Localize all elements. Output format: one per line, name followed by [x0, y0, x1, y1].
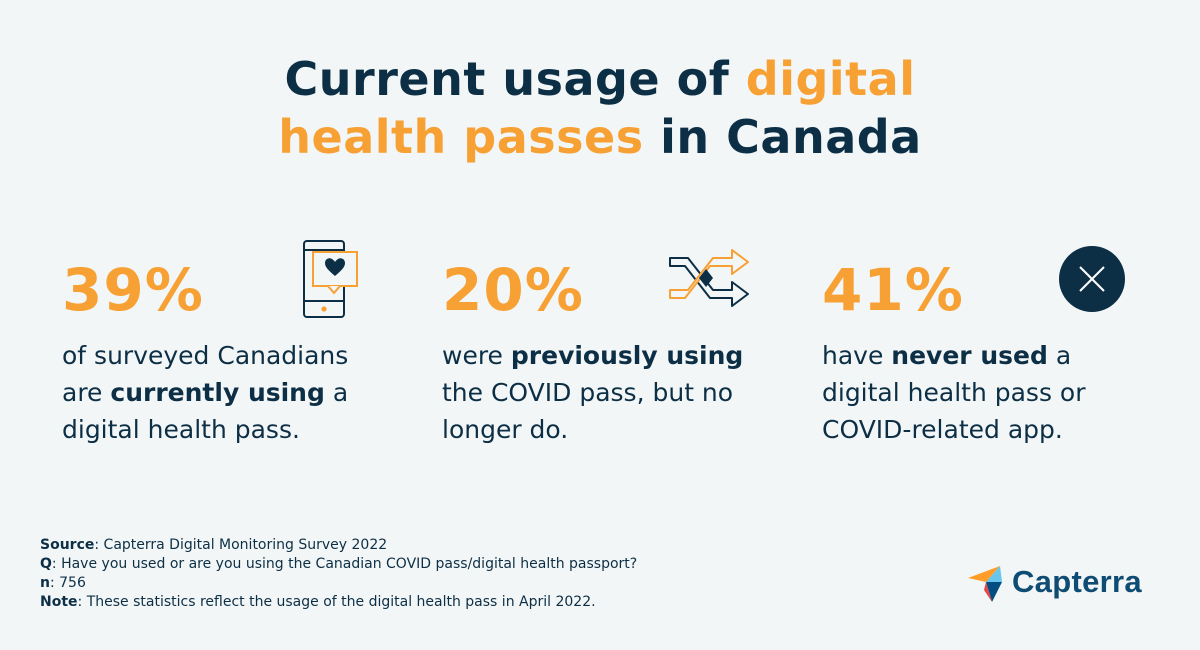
stat-percentage: 41% — [822, 256, 964, 324]
desc-bold: currently using — [110, 378, 325, 407]
page-title: Current usage of digital health passes i… — [0, 50, 1200, 166]
desc-bold: never used — [891, 341, 1048, 370]
desc-bold: previously using — [510, 341, 744, 370]
stat-description: have never used a digital health pass or… — [822, 337, 1152, 448]
note-label: Note — [40, 594, 78, 610]
source-line: Source: Capterra Digital Monitoring Surv… — [40, 536, 637, 555]
stat-description: of surveyed Canadians are currently usin… — [62, 337, 392, 448]
note-line: Note: These statistics reflect the usage… — [40, 593, 637, 612]
note-text: : These statistics reflect the usage of … — [77, 594, 596, 610]
sample-size-line: n: 756 — [40, 574, 637, 593]
desc-text: a digital health pass or COVID-related a… — [822, 341, 1086, 444]
title-highlight: digital — [745, 52, 916, 106]
stat-percentage: 39% — [62, 256, 204, 324]
source-text: : Capterra Digital Monitoring Survey 202… — [94, 537, 388, 553]
stat-currently-using: 39% of surveyed Canadians are currently … — [62, 255, 392, 448]
desc-text: have — [822, 341, 892, 370]
source-label: Source — [40, 537, 95, 553]
sample-size-label: n — [40, 575, 50, 591]
phone-heart-icon — [303, 240, 358, 318]
desc-text: a digital health pass. — [62, 378, 349, 444]
x-circle-icon — [1059, 246, 1125, 312]
title-text: Current usage of — [284, 52, 746, 106]
stat-description: were previously using the COVID pass, bu… — [442, 337, 772, 448]
capterra-wordmark: Capterra — [1012, 564, 1142, 599]
capterra-logo-icon — [968, 566, 1002, 602]
sample-size-text: : 756 — [49, 575, 86, 591]
question-line: Q: Have you used or are you using the Ca… — [40, 555, 637, 574]
source-notes: Source: Capterra Digital Monitoring Surv… — [40, 536, 637, 612]
title-text: in Canada — [643, 110, 922, 164]
question-label: Q — [40, 556, 52, 572]
stat-previously-using: 20% were previously using the COVID pass… — [442, 255, 772, 448]
stat-never-used: 41% have never used a digital health pas… — [822, 255, 1152, 448]
question-text: : Have you used or are you using the Can… — [51, 556, 638, 572]
capterra-logo: Capterra — [966, 560, 1142, 604]
title-line-2: health passes in Canada — [0, 108, 1200, 166]
desc-text: of surveyed Canadians are — [62, 341, 349, 407]
stat-percentage: 20% — [442, 256, 584, 324]
desc-text: were — [442, 341, 511, 370]
desc-text: the COVID pass, but no longer do. — [442, 378, 734, 444]
title-highlight: health passes — [278, 110, 644, 164]
shuffle-arrows-icon — [669, 249, 749, 307]
title-line-1: Current usage of digital — [0, 50, 1200, 108]
